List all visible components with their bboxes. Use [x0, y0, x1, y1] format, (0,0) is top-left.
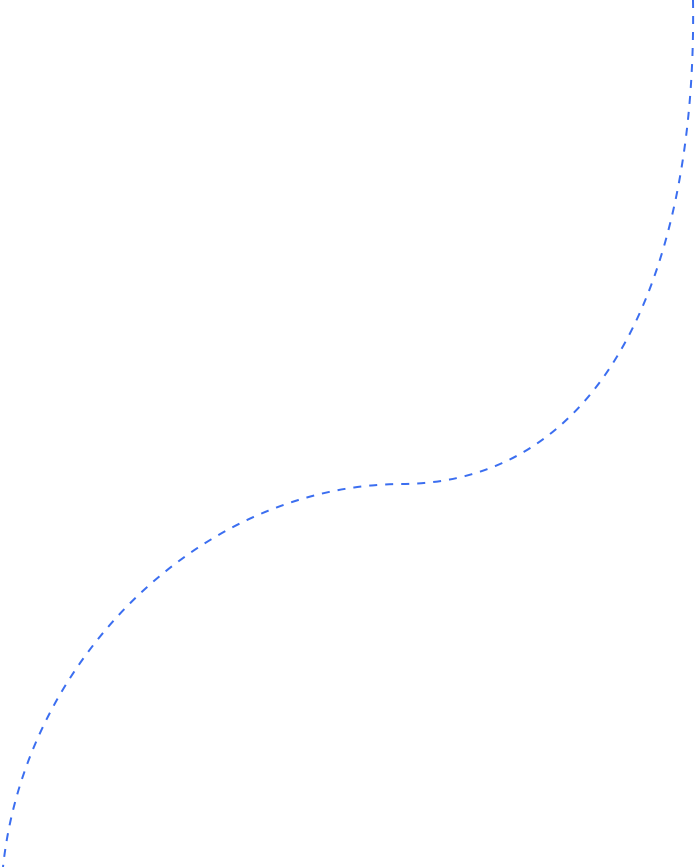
decorative-dashed-curve-canvas — [2, 0, 695, 867]
dashed-curve — [2, 0, 695, 867]
